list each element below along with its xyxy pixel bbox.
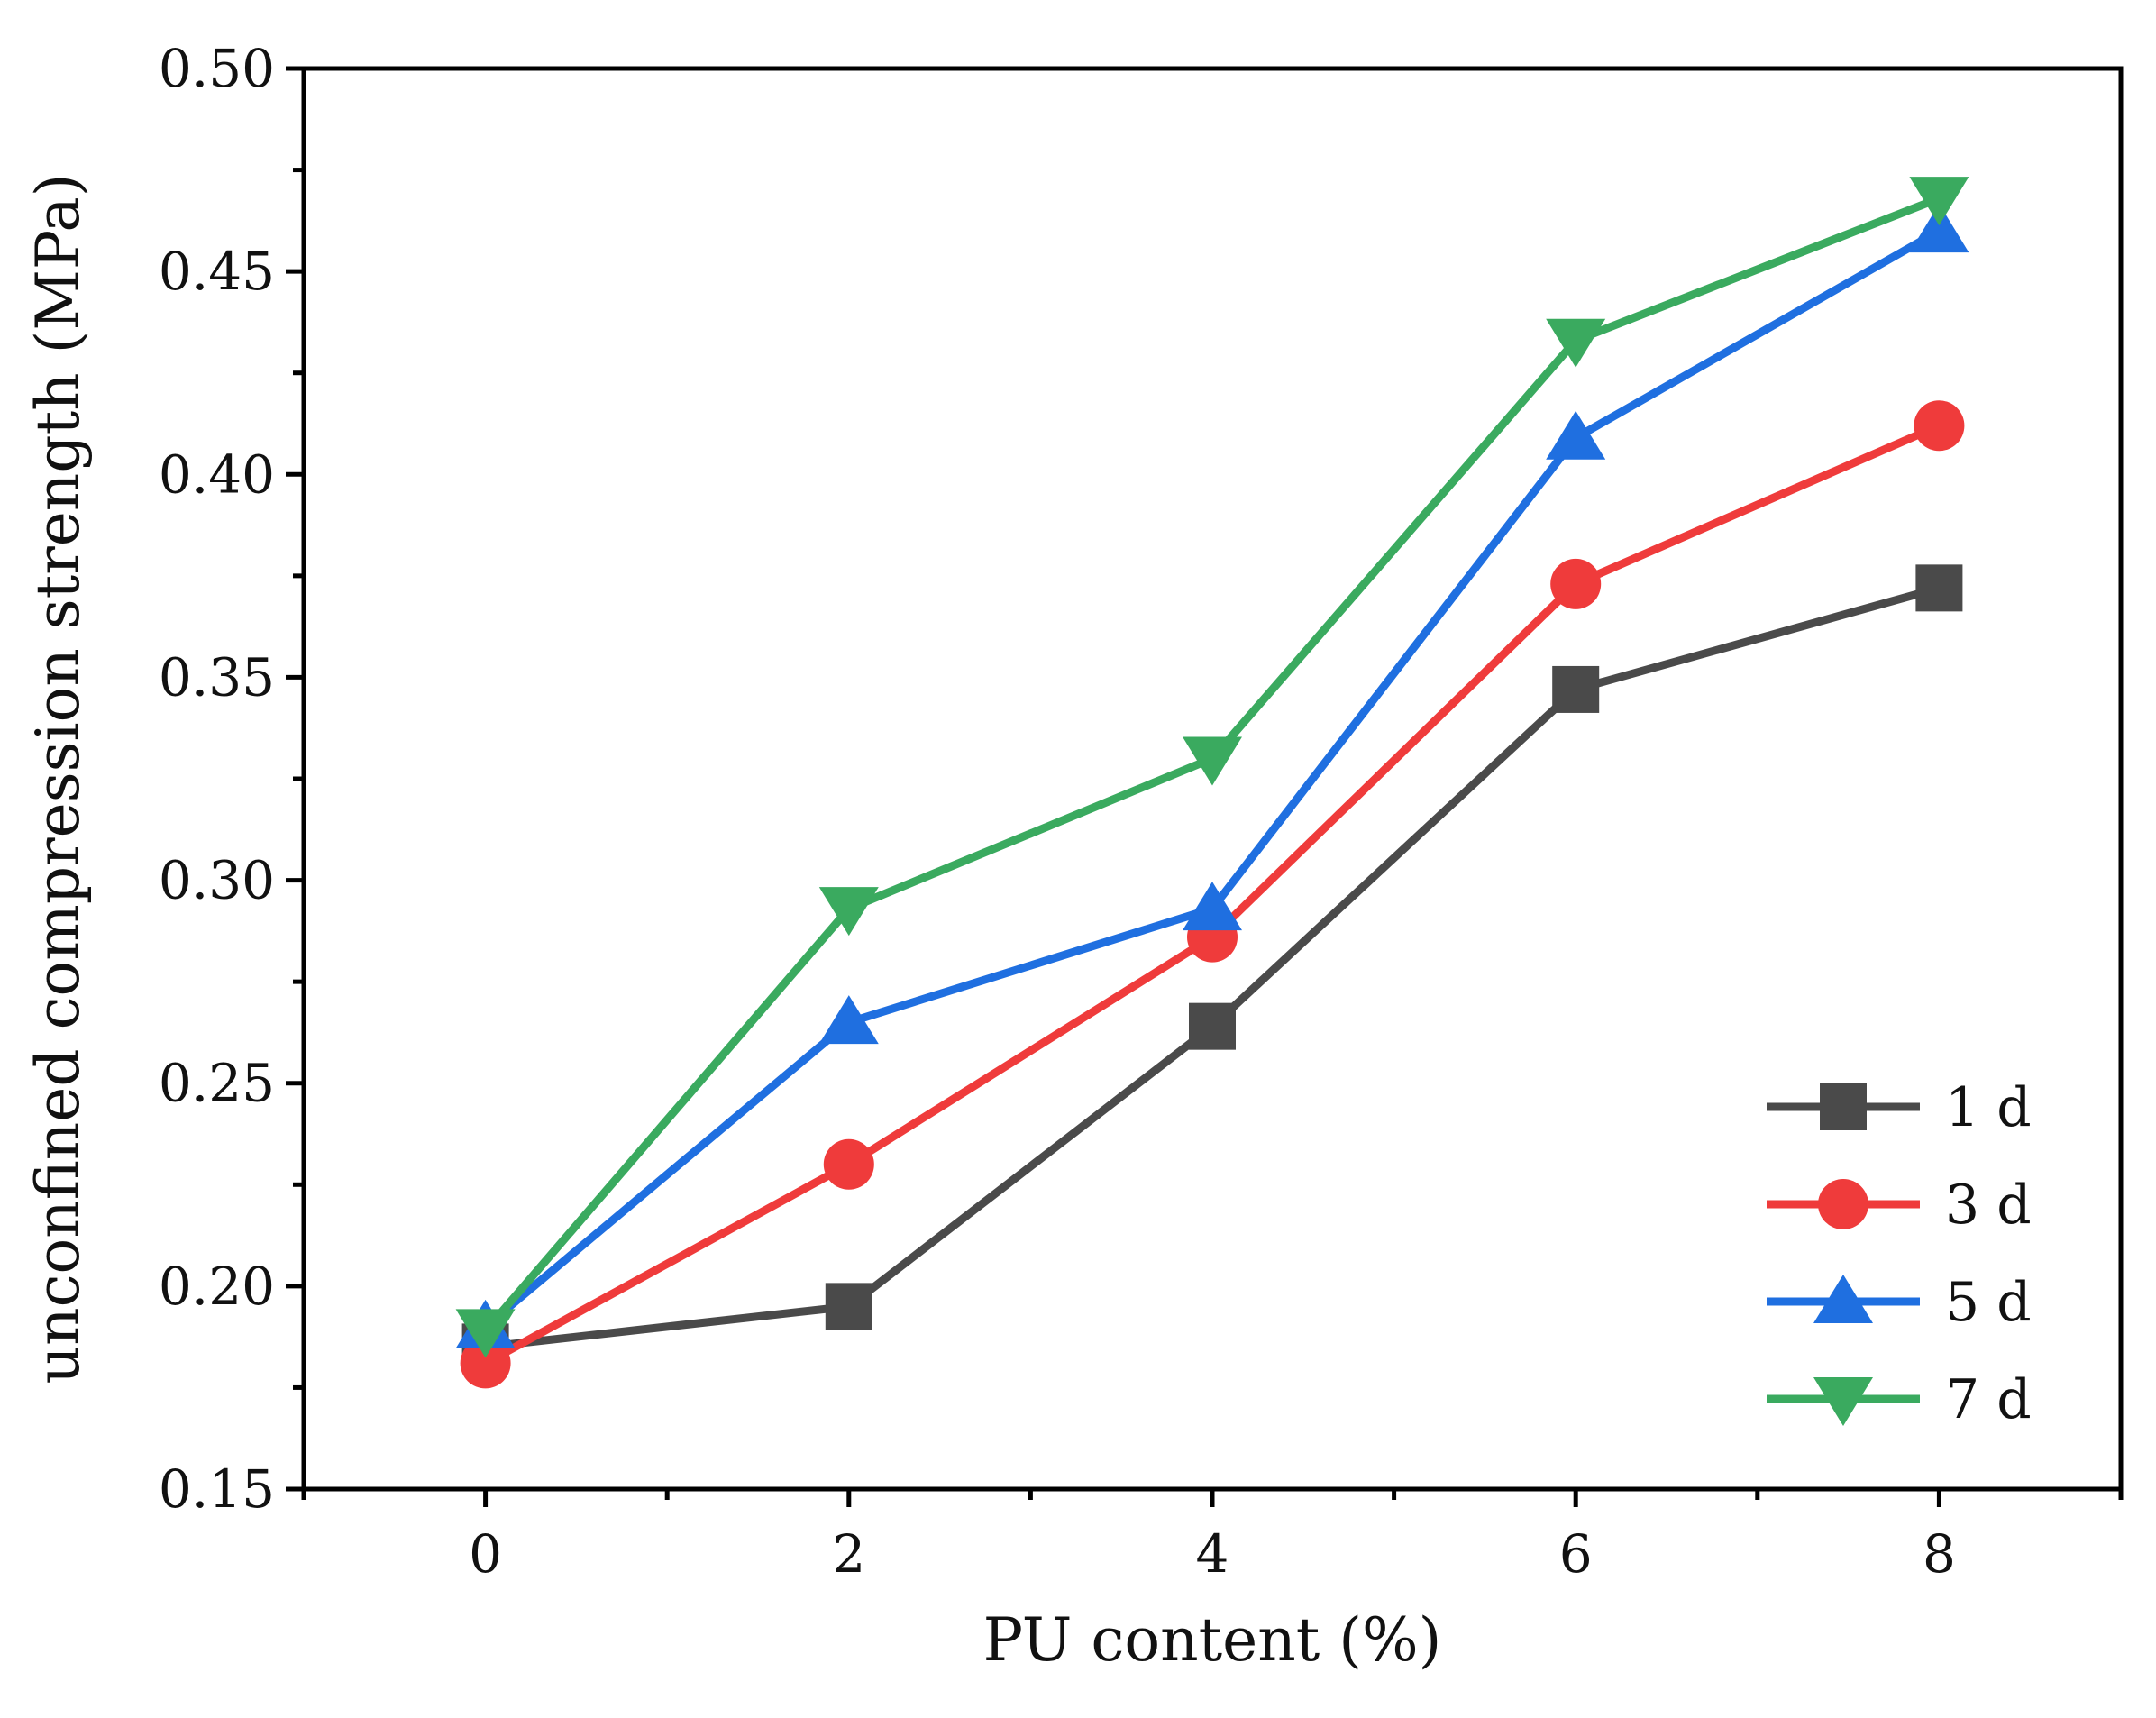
data-series bbox=[455, 177, 1969, 1389]
x-tick-label: 8 bbox=[1923, 1523, 1956, 1585]
series-7d bbox=[455, 177, 1969, 1358]
data-point bbox=[818, 995, 879, 1045]
x-tick-label: 0 bbox=[469, 1523, 502, 1585]
data-point bbox=[1915, 564, 1963, 612]
legend-item: 5 d bbox=[1767, 1271, 2032, 1334]
data-point bbox=[823, 1138, 874, 1190]
legend-label: 5 d bbox=[1945, 1271, 2032, 1334]
legend-label: 7 d bbox=[1945, 1368, 2032, 1431]
data-point bbox=[1909, 204, 1969, 253]
data-point bbox=[1183, 736, 1242, 786]
legend-label: 1 d bbox=[1945, 1076, 2032, 1139]
series-line bbox=[485, 584, 1941, 1351]
data-point bbox=[1183, 882, 1242, 931]
y-tick-label: 0.25 bbox=[159, 1053, 275, 1114]
y-tick-label: 0.15 bbox=[159, 1458, 275, 1520]
legend-marker bbox=[1818, 1179, 1868, 1229]
legend-label: 3 d bbox=[1945, 1174, 2032, 1237]
data-point bbox=[1189, 1002, 1236, 1050]
legend: 1 d 3 d 5 d 7 d bbox=[1767, 1076, 2032, 1431]
legend-item: 3 d bbox=[1767, 1174, 2032, 1237]
data-point bbox=[818, 887, 879, 937]
axis-ticks: 0 2 4 6 8 0.15 0.20 0.25 0.30 0.35 0.40 0.45 0.50 bbox=[159, 38, 2124, 1585]
y-axis-title: unconfined compression strength (MPa) bbox=[23, 174, 93, 1384]
x-axis-title: PU content (%) bbox=[983, 1605, 1442, 1675]
x-tick-label: 4 bbox=[1196, 1523, 1229, 1585]
data-point bbox=[825, 1283, 872, 1330]
y-tick-label: 0.35 bbox=[159, 646, 275, 708]
data-point bbox=[1546, 410, 1606, 460]
y-tick-label: 0.40 bbox=[159, 443, 275, 505]
y-tick-label: 0.50 bbox=[159, 38, 275, 99]
legend-item: 1 d bbox=[1767, 1076, 2032, 1139]
data-point bbox=[455, 1309, 516, 1358]
data-point bbox=[1546, 318, 1606, 368]
legend-marker bbox=[1820, 1083, 1867, 1130]
y-tick-label: 0.20 bbox=[159, 1256, 275, 1317]
y-tick-label: 0.30 bbox=[159, 850, 275, 911]
data-point bbox=[1550, 558, 1602, 609]
data-point bbox=[460, 1338, 511, 1389]
data-point bbox=[1909, 177, 1969, 226]
legend-item: 7 d bbox=[1767, 1368, 2032, 1431]
x-tick-label: 6 bbox=[1559, 1523, 1593, 1585]
legend-marker bbox=[1813, 1275, 1873, 1323]
legend-marker bbox=[1813, 1377, 1873, 1426]
data-point bbox=[1552, 665, 1600, 713]
y-tick-label: 0.45 bbox=[159, 241, 275, 302]
series-3d bbox=[460, 400, 1965, 1389]
x-tick-label: 2 bbox=[832, 1523, 865, 1585]
data-point bbox=[1914, 400, 1965, 452]
